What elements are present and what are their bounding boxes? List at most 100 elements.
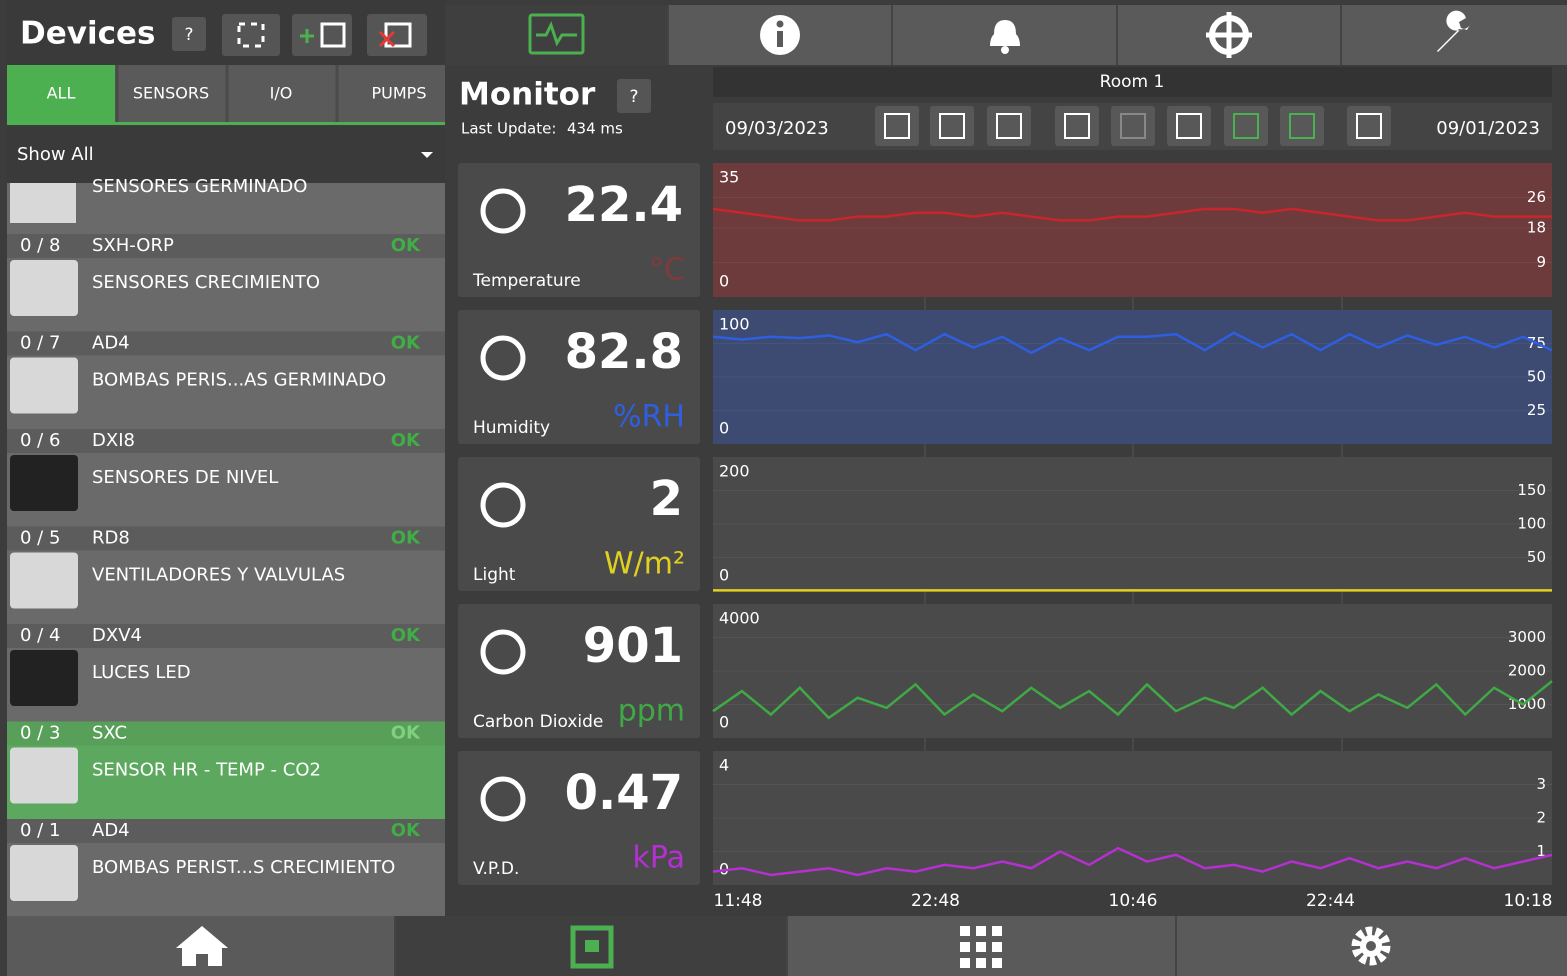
filter-tab[interactable]: I/O [270,84,293,103]
date-start: 09/03/2023 [725,118,829,139]
toolbar-button[interactable] [1167,106,1211,146]
dropdown[interactable] [7,127,445,183]
y-tick-label: 25 [1527,401,1546,419]
home-icon [176,926,228,966]
chart-panel [713,604,1552,738]
status-row [7,234,445,258]
toolbar-button[interactable] [930,106,974,146]
device-status: OK [391,723,421,744]
device-image [10,845,78,901]
scan-icon [237,22,265,48]
info-glyph [777,31,783,47]
toolbar-icon [1064,113,1090,139]
device-model: RD8 [92,528,130,549]
data-line [712,207,1552,222]
device-slot: 0 / 8 [20,235,60,256]
device-slot: 0 / 5 [20,528,60,549]
sensor-label: Humidity [473,418,550,438]
y-min-label: 0 [719,713,729,732]
filter-underline [7,122,445,125]
status-row [7,819,445,843]
dropdown-text: Show All [17,144,94,165]
toolbar-icon [1356,113,1382,139]
device-name: BOMBAS PERIST...S CRECIMIENTO [92,857,395,878]
x-tick-label: 22:48 [911,891,960,911]
device-image [10,357,78,414]
sensor-value: 22.4 [565,177,683,233]
chart-panel [713,310,1552,444]
status-row [7,429,445,453]
y-max-label: 100 [719,315,750,334]
device-name: BOMBAS PERIS...AS GERMINADO [92,370,386,391]
y-min-label: 0 [719,566,729,585]
device-slot: 0 / 3 [20,723,60,744]
device-status: OK [391,333,421,354]
device-slot: 0 / 7 [20,333,60,354]
y-tick-label: 3000 [1508,628,1546,646]
room-header [713,67,1552,97]
y-tick-label: 50 [1527,368,1546,386]
device-status: OK [391,430,421,451]
device-status: OK [391,625,421,646]
status-row [7,331,445,356]
last-update-label: Last Update: [461,120,556,138]
device-model: DXI8 [92,430,135,451]
toolbar-button[interactable] [1280,106,1324,146]
device-name: SENSORES CRECIMIENTO [92,272,320,293]
y-tick-label: 1 [1536,842,1546,860]
remove-icon [378,30,396,48]
device-status: OK [391,235,421,256]
sensor-label: Light [473,565,516,585]
filter-tab[interactable]: ALL [47,84,76,103]
add-icon [300,29,314,43]
sensor-value: 82.8 [565,324,683,380]
partial-item-name: SENSORES GERMINADO [92,176,307,197]
status-row [7,526,445,551]
remove-button[interactable] [367,14,427,56]
y-tick-label: 50 [1527,548,1546,566]
sensor-label: Temperature [472,271,581,291]
x-tick-label: 10:18 [1504,891,1553,911]
settings-wrench[interactable] [1437,10,1471,52]
chart-panel [713,457,1552,591]
device-model: DXV4 [92,625,142,646]
sensor-label: Carbon Dioxide [473,712,603,732]
toolbar-button[interactable] [1347,106,1391,146]
sensor-icon [480,482,526,528]
sensor-unit: °C [649,253,685,288]
help-button[interactable] [172,17,206,51]
sensor-icon [480,629,526,675]
toolbar-button[interactable] [987,106,1031,146]
alarm-icon[interactable] [990,20,1020,46]
device-image [10,552,78,609]
help-text: ? [184,25,193,45]
filter-tab[interactable]: SENSORS [133,84,209,103]
device-image [10,650,78,706]
last-update-value: 434 ms [567,120,623,138]
toolbar-button[interactable] [1224,106,1268,146]
active-filter [7,65,115,122]
sensor-value: 901 [583,618,683,674]
help-button[interactable] [617,79,651,113]
y-max-label: 35 [719,168,739,187]
devices-icon [585,940,599,952]
pulse-icon [536,21,577,47]
device-icon [320,22,346,48]
toolbar-button[interactable] [875,106,919,146]
device-name: SENSOR HR - TEMP - CO2 [92,760,321,781]
device-slot: 0 / 4 [20,625,60,646]
y-tick-label: 100 [1517,515,1546,533]
info-glyph [776,20,784,28]
y-max-label: 200 [719,462,750,481]
device-icon [384,22,412,48]
toolbar-icon [884,113,910,139]
sensor-label: V.P.D. [473,859,519,879]
toolbar-button[interactable] [1111,106,1155,146]
dropdown-arrow [421,152,433,158]
toolbar-button[interactable] [1055,106,1099,146]
filter-tab[interactable]: PUMPS [372,84,427,103]
sensor-icon [480,776,526,822]
scan-button[interactable] [222,14,280,56]
x-tick-label: 11:48 [714,891,763,911]
y-min-label: 0 [719,272,729,291]
